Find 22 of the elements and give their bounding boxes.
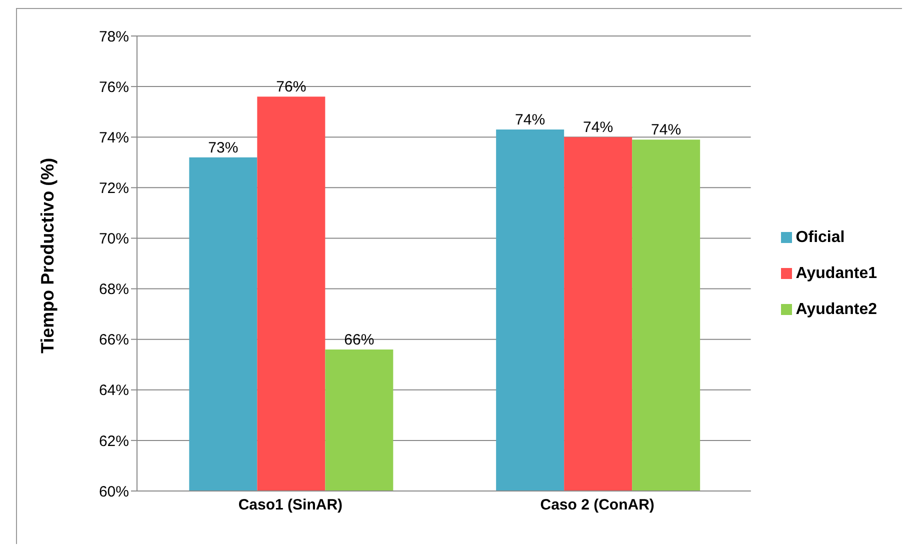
x-tick-label: Caso 2 (ConAR) [540, 496, 654, 514]
x-tick-label: Caso1 (SinAR) [238, 496, 343, 514]
data-label: 73% [208, 139, 238, 156]
y-tick-label: 68% [98, 281, 129, 298]
legend-label: Ayudante1 [796, 265, 877, 282]
data-label: 74% [583, 119, 614, 136]
y-tick-label: 78% [98, 28, 129, 46]
y-tick-label: 70% [98, 230, 129, 248]
data-label: 66% [344, 331, 374, 348]
y-tick-label: 64% [98, 382, 129, 400]
y-tick-label: 66% [98, 332, 129, 349]
y-tick-label: 62% [98, 432, 129, 450]
data-label: 74% [515, 112, 546, 129]
y-tick-label: 72% [98, 180, 129, 197]
legend-label: Oficial [796, 229, 845, 246]
y-axis-title: Tiempo Productivo (%) [37, 158, 58, 354]
data-label: 76% [276, 78, 306, 96]
y-tick-label: 76% [98, 78, 129, 96]
legend-label: Ayudante2 [796, 301, 877, 318]
y-tick-label: 60% [98, 483, 129, 500]
data-label: 74% [651, 122, 682, 139]
y-tick-label: 74% [98, 129, 129, 146]
